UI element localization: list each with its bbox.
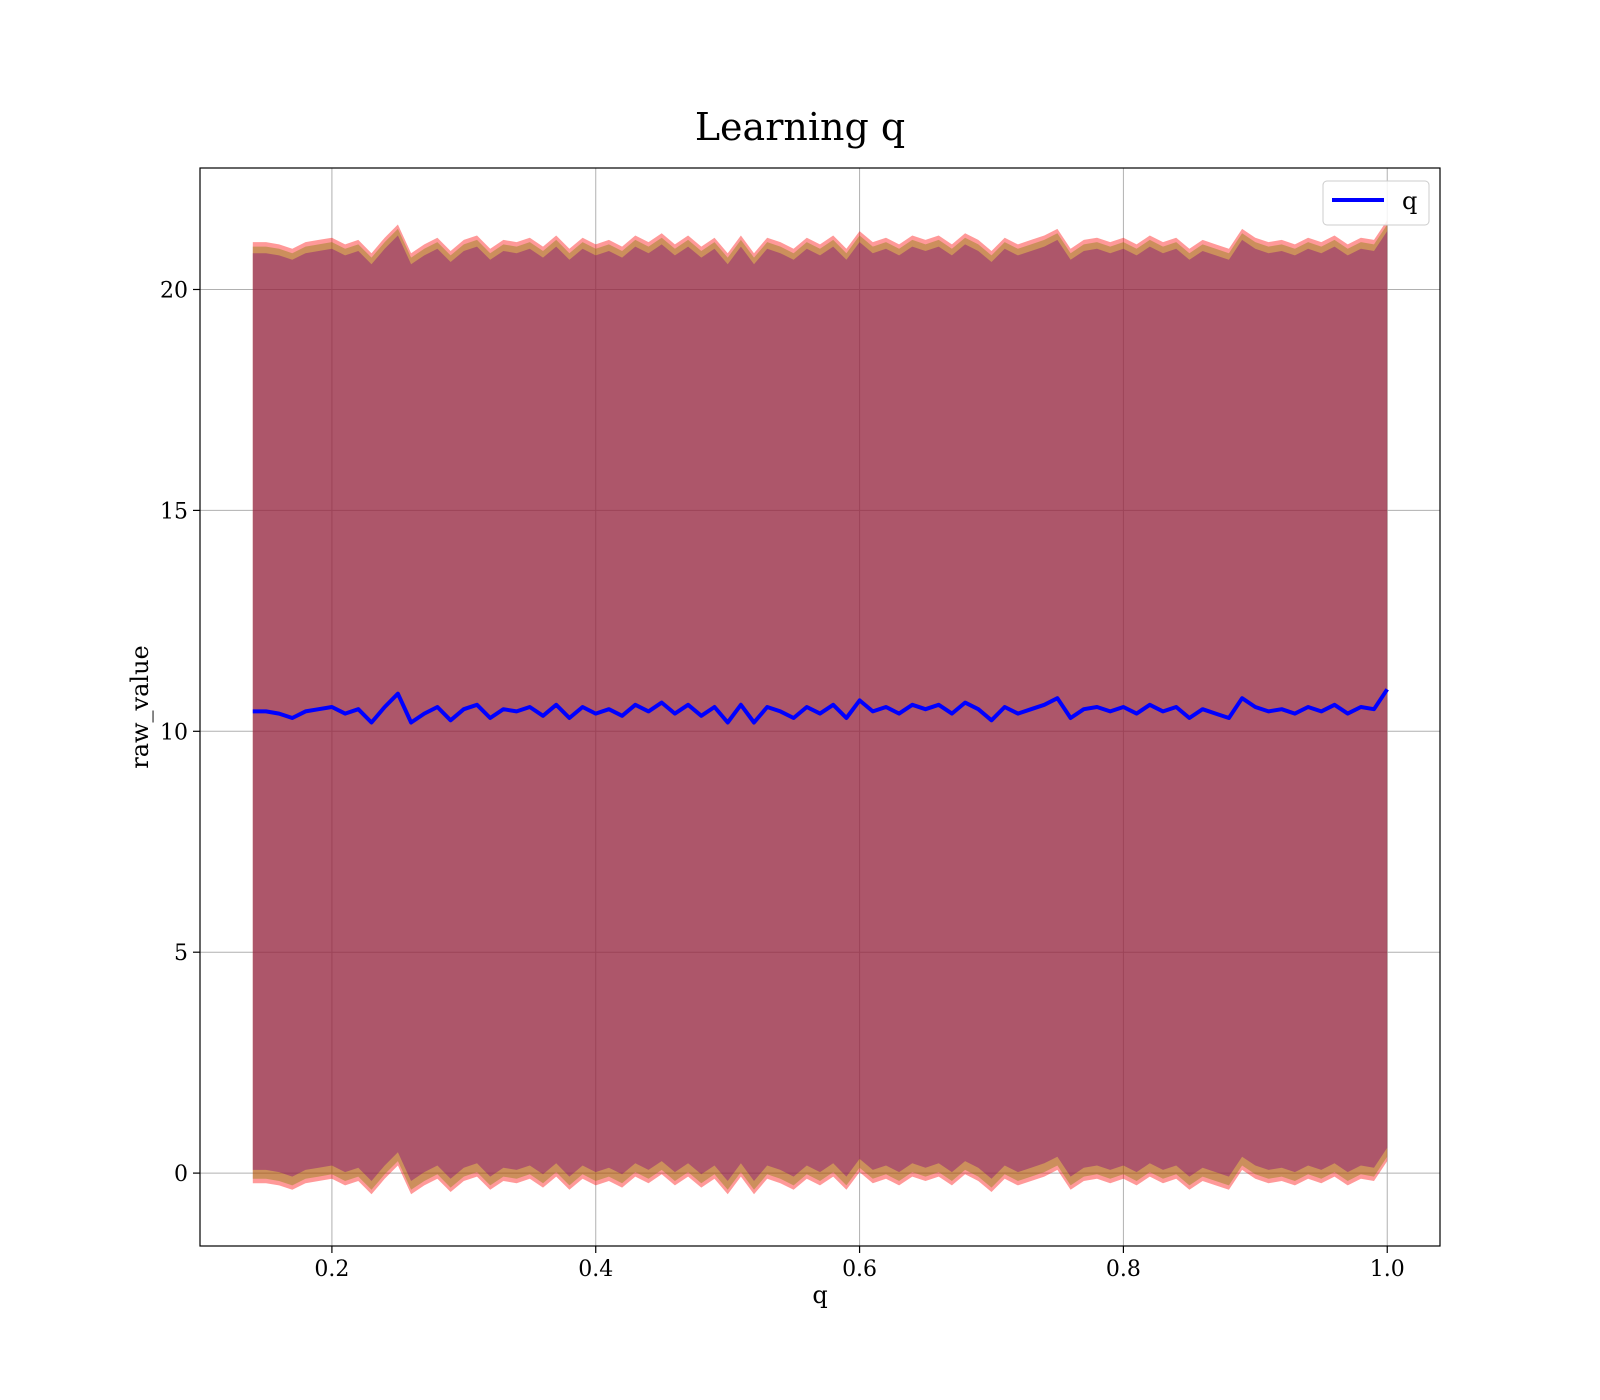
y-tick-label: 15 xyxy=(160,499,188,524)
plot-frame xyxy=(199,167,1441,1247)
confidence-bands xyxy=(252,220,1388,1195)
confidence-band xyxy=(252,220,1388,1195)
x-axis-label: q xyxy=(812,1281,827,1309)
grid xyxy=(200,168,1440,1246)
legend-label-q: q xyxy=(1402,187,1417,215)
series-lines xyxy=(252,688,1389,725)
x-tick-label: 0.6 xyxy=(842,1257,877,1282)
confidence-band xyxy=(252,231,1388,1182)
x-axis-ticks: 0.2 0.4 0.6 0.8 1.0 xyxy=(314,1246,1405,1282)
x-tick-label: 0.4 xyxy=(578,1257,613,1282)
y-tick-label: 20 xyxy=(160,278,188,303)
x-tick-label: 0.8 xyxy=(1106,1257,1141,1282)
y-axis-label: raw_value xyxy=(126,645,154,769)
y-tick-label: 5 xyxy=(174,941,188,966)
y-tick-label: 10 xyxy=(160,720,188,745)
y-tick-label: 0 xyxy=(174,1162,188,1187)
confidence-band xyxy=(252,224,1388,1190)
y-axis-ticks: 0 5 10 15 20 xyxy=(160,278,200,1187)
plot-background xyxy=(200,168,1440,1246)
chart-title: Learning q xyxy=(695,105,905,149)
series-line-q xyxy=(252,688,1389,725)
x-tick-label: 1.0 xyxy=(1370,1257,1405,1282)
x-tick-label: 0.2 xyxy=(314,1257,349,1282)
legend-box xyxy=(1322,180,1430,226)
plot-area xyxy=(199,167,1441,1247)
legend: q xyxy=(1322,180,1430,226)
